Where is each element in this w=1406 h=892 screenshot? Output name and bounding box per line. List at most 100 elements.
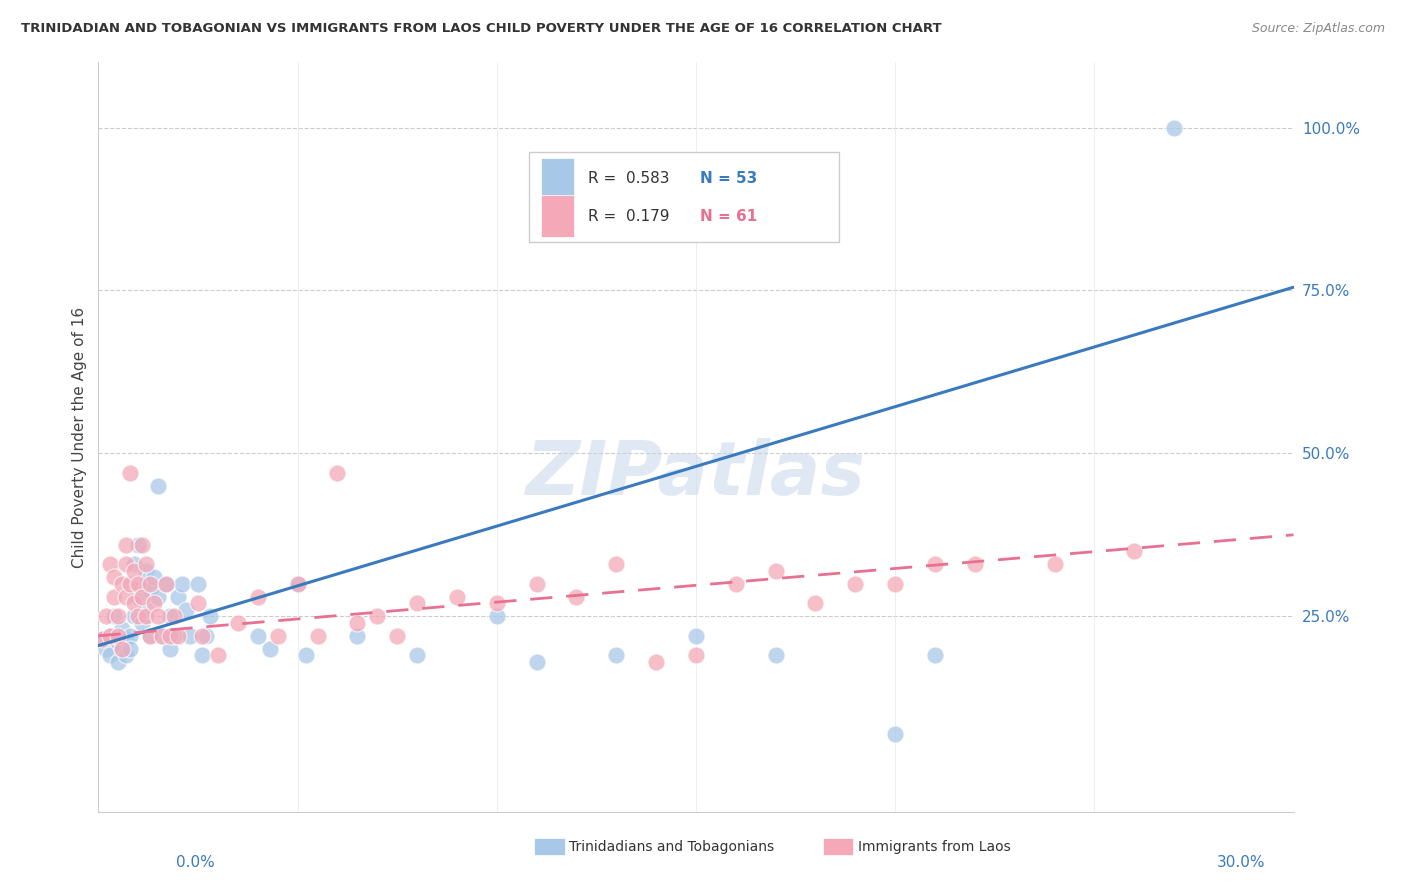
Point: [131, 615, 153, 630]
Point: [844, 576, 866, 591]
Point: [294, 648, 316, 663]
Point: [120, 576, 142, 591]
Point: [103, 609, 125, 624]
Point: [346, 629, 368, 643]
Point: [124, 596, 146, 610]
Point: [159, 609, 181, 624]
Point: [135, 603, 157, 617]
Point: [103, 570, 125, 584]
Point: [287, 576, 309, 591]
Text: Source: ZipAtlas.com: Source: ZipAtlas.com: [1251, 22, 1385, 36]
Point: [724, 576, 747, 591]
Point: [150, 629, 173, 643]
Text: Trinidadians and Tobagonians: Trinidadians and Tobagonians: [569, 839, 775, 854]
Point: [765, 648, 787, 663]
Point: [385, 629, 409, 643]
Point: [804, 596, 827, 610]
Point: [163, 609, 186, 624]
Point: [195, 629, 218, 643]
Point: [131, 576, 153, 591]
Point: [346, 615, 368, 630]
Point: [115, 648, 138, 663]
Point: [124, 564, 146, 578]
Point: [115, 538, 138, 552]
Point: [124, 557, 146, 571]
Point: [131, 590, 153, 604]
Point: [139, 583, 162, 598]
Point: [139, 576, 162, 591]
Point: [526, 576, 548, 591]
Point: [139, 629, 162, 643]
Point: [963, 557, 986, 571]
Text: ZIPatlas: ZIPatlas: [526, 438, 866, 511]
Point: [103, 590, 125, 604]
Point: [159, 629, 181, 643]
Point: [148, 609, 170, 624]
Point: [120, 629, 142, 643]
Point: [287, 576, 309, 591]
Point: [111, 622, 134, 636]
Point: [91, 632, 114, 646]
Point: [246, 629, 269, 643]
Point: [124, 609, 146, 624]
Point: [485, 609, 508, 624]
Point: [111, 641, 134, 656]
Point: [191, 629, 214, 643]
Point: [111, 576, 134, 591]
Point: [98, 648, 122, 663]
Point: [924, 648, 946, 663]
Y-axis label: Child Poverty Under the Age of 16: Child Poverty Under the Age of 16: [72, 307, 87, 567]
Point: [605, 648, 627, 663]
Point: [143, 570, 166, 584]
Point: [155, 576, 177, 591]
Point: [91, 632, 114, 646]
Text: 30.0%: 30.0%: [1218, 855, 1265, 870]
Point: [98, 629, 122, 643]
Text: TRINIDADIAN AND TOBAGONIAN VS IMMIGRANTS FROM LAOS CHILD POVERTY UNDER THE AGE O: TRINIDADIAN AND TOBAGONIAN VS IMMIGRANTS…: [21, 22, 942, 36]
Point: [150, 629, 173, 643]
Point: [127, 609, 149, 624]
Point: [565, 590, 588, 604]
Point: [139, 629, 162, 643]
Point: [259, 641, 281, 656]
Point: [135, 609, 157, 624]
Point: [1043, 557, 1066, 571]
Point: [135, 564, 157, 578]
FancyBboxPatch shape: [529, 153, 839, 243]
Point: [226, 615, 249, 630]
Text: N = 53: N = 53: [700, 171, 756, 186]
Point: [526, 655, 548, 669]
Point: [645, 655, 668, 669]
Point: [406, 648, 429, 663]
Point: [446, 590, 468, 604]
Point: [148, 479, 170, 493]
Point: [198, 609, 221, 624]
Point: [187, 596, 209, 610]
Point: [107, 629, 129, 643]
Text: Immigrants from Laos: Immigrants from Laos: [858, 839, 1011, 854]
Point: [884, 726, 907, 740]
Point: [191, 648, 214, 663]
Point: [159, 641, 181, 656]
FancyBboxPatch shape: [541, 158, 574, 199]
Point: [107, 655, 129, 669]
Point: [131, 538, 153, 552]
Point: [1163, 120, 1185, 135]
Text: R =  0.583: R = 0.583: [589, 171, 669, 186]
Point: [187, 576, 209, 591]
Point: [107, 635, 129, 649]
Point: [120, 641, 142, 656]
Point: [115, 557, 138, 571]
Point: [143, 596, 166, 610]
Point: [326, 466, 349, 480]
FancyBboxPatch shape: [541, 195, 574, 236]
Point: [366, 609, 388, 624]
Point: [924, 557, 946, 571]
Point: [207, 648, 229, 663]
Text: 0.0%: 0.0%: [176, 855, 215, 870]
Point: [179, 629, 201, 643]
Point: [685, 648, 707, 663]
Point: [120, 466, 142, 480]
Point: [174, 603, 197, 617]
Point: [98, 629, 122, 643]
